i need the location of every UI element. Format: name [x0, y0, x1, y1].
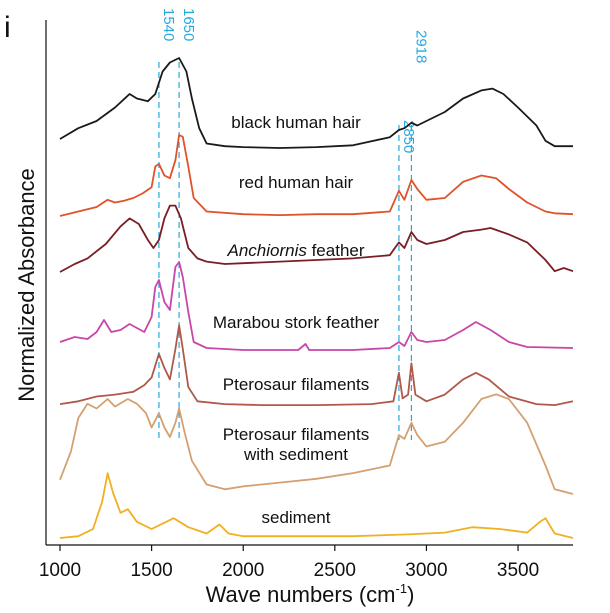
series-labels: black human hair red human hair Anchiornis… — [213, 113, 380, 527]
series-label-italic-2: Anchiornis — [226, 241, 307, 260]
ref-label-2918: 2918 — [412, 30, 429, 63]
series-line-3 — [59, 261, 574, 351]
series-label-3: Marabou stork feather — [213, 313, 380, 332]
x-axis: 1000 1500 2000 2500 3000 3500 — [39, 544, 573, 581]
series-line-5 — [59, 393, 574, 495]
x-tick-label-3500: 3500 — [497, 560, 539, 581]
series-line-2 — [59, 204, 574, 273]
series-label-0: black human hair — [231, 113, 361, 132]
series-label-text-4: Pterosaur filaments — [223, 375, 369, 394]
x-tick-label-2500: 2500 — [314, 560, 356, 581]
series-line-4 — [59, 324, 574, 406]
series-label-5: Pterosaur filaments — [223, 425, 369, 444]
y-axis-title: Normalized Absorbance — [14, 168, 39, 402]
x-tick-label-2000: 2000 — [222, 560, 264, 581]
series-label-4: Pterosaur filaments — [223, 375, 369, 394]
series-line-0 — [59, 57, 573, 149]
x-tick-label-1500: 1500 — [130, 560, 172, 581]
x-axis-title-sup: -1 — [396, 581, 408, 596]
x-axis-title-close: ) — [407, 582, 414, 607]
series-label-text-5: Pterosaur filaments — [223, 425, 369, 444]
series-label-2: Anchiornis feather — [226, 241, 364, 260]
series-line-1 — [59, 134, 574, 217]
series-label-text-1: red human hair — [239, 173, 354, 192]
ref-label-1650: 1650 — [180, 8, 197, 41]
x-axis-title-text: Wave numbers (cm — [206, 582, 396, 607]
series-label-line2-5: with sediment — [243, 445, 348, 464]
ref-label-1540: 1540 — [160, 8, 177, 41]
x-tick-label-3000: 3000 — [405, 560, 447, 581]
spectra-series — [59, 57, 574, 539]
series-label-text-6: sediment — [262, 508, 331, 527]
series-label-1: red human hair — [239, 173, 354, 192]
panel-label: i — [4, 11, 11, 44]
x-tick-label-1000: 1000 — [39, 560, 81, 581]
series-label-text-3: Marabou stork feather — [213, 313, 380, 332]
series-label-6: sediment — [262, 508, 331, 527]
series-label-text-2: feather — [307, 241, 365, 260]
x-axis-title: Wave numbers (cm-1) — [206, 581, 415, 607]
series-line-6 — [59, 472, 574, 539]
series-label-text-0: black human hair — [231, 113, 361, 132]
